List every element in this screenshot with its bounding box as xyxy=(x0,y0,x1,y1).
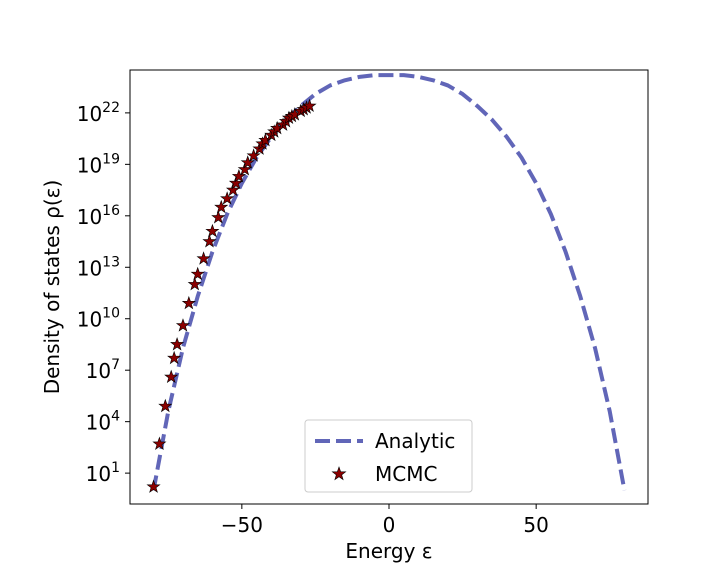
mcmc-point xyxy=(231,168,246,183)
mcmc-point xyxy=(237,162,252,176)
mcmc-point xyxy=(187,277,202,291)
mcmc-point xyxy=(211,210,226,224)
mcmc-point xyxy=(167,350,182,365)
mcmc-point xyxy=(196,251,211,265)
mcmc-point xyxy=(170,337,185,351)
legend: Analytic MCMC xyxy=(304,419,473,493)
mcmc-point xyxy=(228,175,244,190)
mcmc-point xyxy=(240,155,255,169)
x-axis-label: Energy ε xyxy=(345,539,432,563)
mcmc-point xyxy=(246,148,261,162)
y-tick-label: 104 xyxy=(86,409,120,435)
y-tick-label: 1022 xyxy=(77,100,120,126)
mcmc-point xyxy=(225,182,241,197)
axis-ticks: −50 0 50 101 104 107 1010 1013 1016 1019 1022 xyxy=(77,100,549,537)
x-tick-label: 0 xyxy=(383,513,396,537)
mcmc-point xyxy=(152,436,167,450)
mcmc-point xyxy=(205,223,220,238)
y-tick-label: 101 xyxy=(86,460,120,486)
mcmc-point xyxy=(146,479,161,493)
mcmc-point xyxy=(302,98,317,113)
series-line-analytic xyxy=(151,73,627,491)
mcmc-point xyxy=(164,369,179,384)
plot-area xyxy=(146,73,627,493)
y-tick-label: 1016 xyxy=(77,203,120,229)
mcmc-point xyxy=(181,295,196,310)
legend-label: Analytic xyxy=(375,429,455,453)
legend-swatch-star xyxy=(331,466,347,481)
mcmc-point xyxy=(202,234,217,248)
y-tick-label: 1013 xyxy=(77,254,120,280)
y-tick-label: 107 xyxy=(86,357,120,383)
x-tick-label: 50 xyxy=(523,513,548,537)
x-tick-label: −50 xyxy=(221,513,263,537)
mcmc-point xyxy=(158,398,173,413)
mcmc-point xyxy=(220,191,235,205)
mcmc-point xyxy=(190,266,205,281)
mcmc-point xyxy=(214,199,229,214)
y-tick-label: 1019 xyxy=(77,151,120,177)
y-axis-label: Density of states ρ(ε) xyxy=(40,180,64,395)
legend-box xyxy=(304,419,473,493)
legend-label: MCMC xyxy=(375,462,437,486)
y-tick-label: 1010 xyxy=(77,306,120,332)
mcmc-point xyxy=(175,318,191,332)
